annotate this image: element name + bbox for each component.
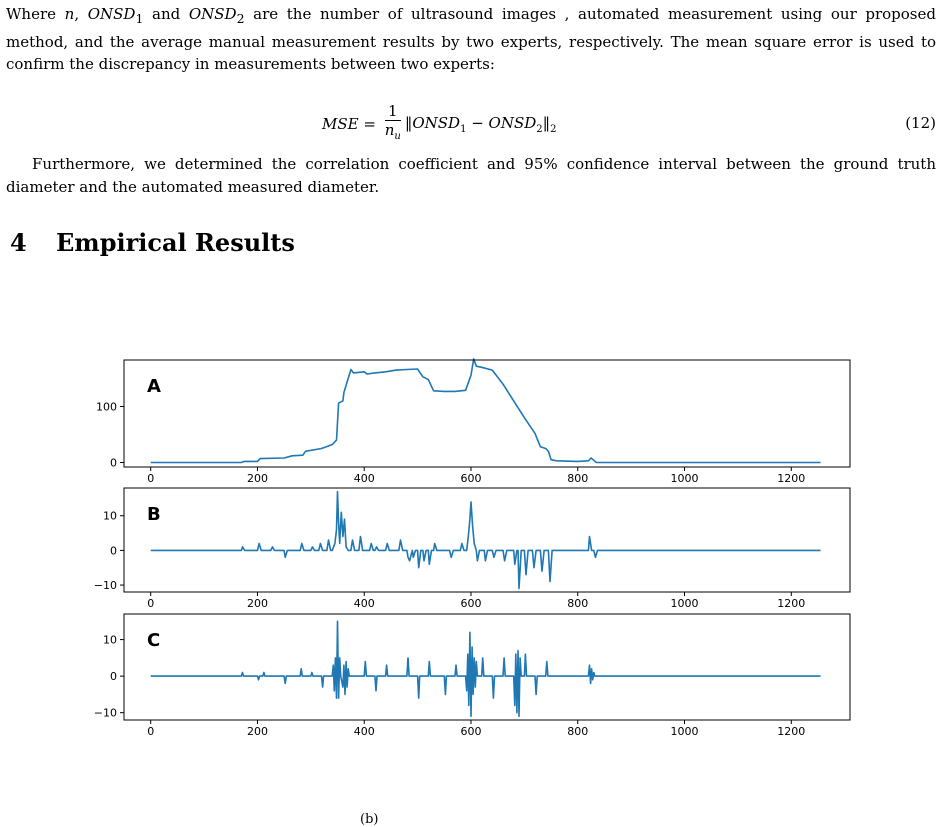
y-tick-label: 0 — [110, 670, 117, 683]
x-tick-label: 1000 — [671, 725, 699, 738]
eq-body-sub1: 1 — [460, 123, 467, 135]
figure-caption: (b) — [360, 812, 379, 827]
x-tick-label: 800 — [567, 597, 588, 610]
y-tick-label: −10 — [94, 579, 117, 592]
x-tick-label: 800 — [567, 472, 588, 485]
equation-12: MSE = 1 nu ‖ONSD1 − ONSD2‖2 (12) — [0, 100, 947, 150]
plot-frame — [123, 487, 851, 593]
math-onsd2: ONSD — [188, 5, 237, 23]
math-n: n — [64, 5, 75, 23]
eq-denominator: nu — [385, 121, 401, 146]
equation-body: MSE = 1 nu ‖ONSD1 − ONSD2‖2 — [322, 102, 557, 146]
eq-den-sub: u — [394, 131, 401, 142]
panel-c: 0 200 400 600 800 1000 1200 −10 0 10 C — [94, 613, 851, 738]
eq-den-n: n — [384, 121, 395, 139]
plot-frame — [123, 359, 851, 468]
y-tick-label: 0 — [110, 544, 117, 557]
eq-body-close: ‖ — [542, 113, 551, 132]
eq-equals: = — [358, 115, 381, 133]
section-heading: 4 Empirical Results — [10, 228, 295, 257]
x-tick-label: 200 — [247, 597, 268, 610]
x-tick-label: 600 — [460, 725, 481, 738]
x-tick-label: 400 — [354, 472, 375, 485]
series-line-1 — [150, 490, 821, 590]
eq-fraction: 1 nu — [385, 102, 401, 146]
x-tick-label: 0 — [147, 472, 154, 485]
text-and: and — [143, 5, 189, 23]
eq-numerator: 1 — [384, 102, 401, 121]
x-tick-label: 1200 — [777, 597, 805, 610]
panel-label: A — [147, 376, 161, 397]
x-tick-label: 400 — [354, 597, 375, 610]
y-tick-label: 10 — [103, 634, 117, 647]
eq-norm: ‖ONSD1 − ONSD2‖2 — [405, 114, 557, 135]
panel-label: C — [147, 630, 160, 651]
x-tick-label: 200 — [247, 725, 268, 738]
panel-a: 0 200 400 600 800 1000 1200 0 100 A — [96, 358, 851, 485]
series-line-1 — [150, 358, 821, 464]
eq-body-b: − ONSD — [466, 113, 537, 132]
eq-lhs: MSE — [322, 115, 359, 133]
panel-label: B — [147, 504, 161, 525]
series-line-1 — [150, 620, 821, 718]
plot-frame — [123, 613, 851, 721]
section-number: 4 — [10, 228, 27, 257]
eq-body-a: ‖ONSD — [404, 113, 461, 132]
text-sep: , — [74, 5, 88, 23]
x-tick-label: 1000 — [671, 597, 699, 610]
x-tick-label: 0 — [147, 597, 154, 610]
x-tick-label: 200 — [247, 472, 268, 485]
y-tick-label: 100 — [96, 400, 117, 413]
section-title: Empirical Results — [56, 228, 295, 257]
text-lead: Where — [6, 5, 65, 23]
paragraph-definitions: Where n, ONSD1 and ONSD2 are the number … — [6, 3, 936, 76]
math-sub2: 2 — [236, 11, 245, 26]
x-tick-label: 1200 — [777, 472, 805, 485]
y-tick-label: 0 — [110, 457, 117, 470]
paragraph-correlation: Furthermore, we determined the correlati… — [6, 155, 936, 196]
text-rest: are the number of ultrasound images , au… — [6, 5, 936, 73]
y-tick-label: −10 — [94, 707, 117, 720]
x-tick-label: 1000 — [671, 472, 699, 485]
eq-body-sub2: 2 — [536, 123, 543, 135]
math-sub1: 1 — [135, 11, 144, 26]
x-tick-label: 1200 — [777, 725, 805, 738]
x-tick-label: 600 — [460, 472, 481, 485]
x-tick-label: 0 — [147, 725, 154, 738]
x-tick-label: 400 — [354, 725, 375, 738]
equation-number: (12) — [905, 114, 936, 132]
x-tick-label: 600 — [460, 597, 481, 610]
math-onsd1: ONSD — [87, 5, 136, 23]
eq-norm-sub: 2 — [550, 123, 557, 135]
panel-b: 0 200 400 600 800 1000 1200 −10 0 10 B — [94, 487, 851, 610]
x-tick-label: 800 — [567, 725, 588, 738]
y-tick-label: 10 — [103, 510, 117, 523]
